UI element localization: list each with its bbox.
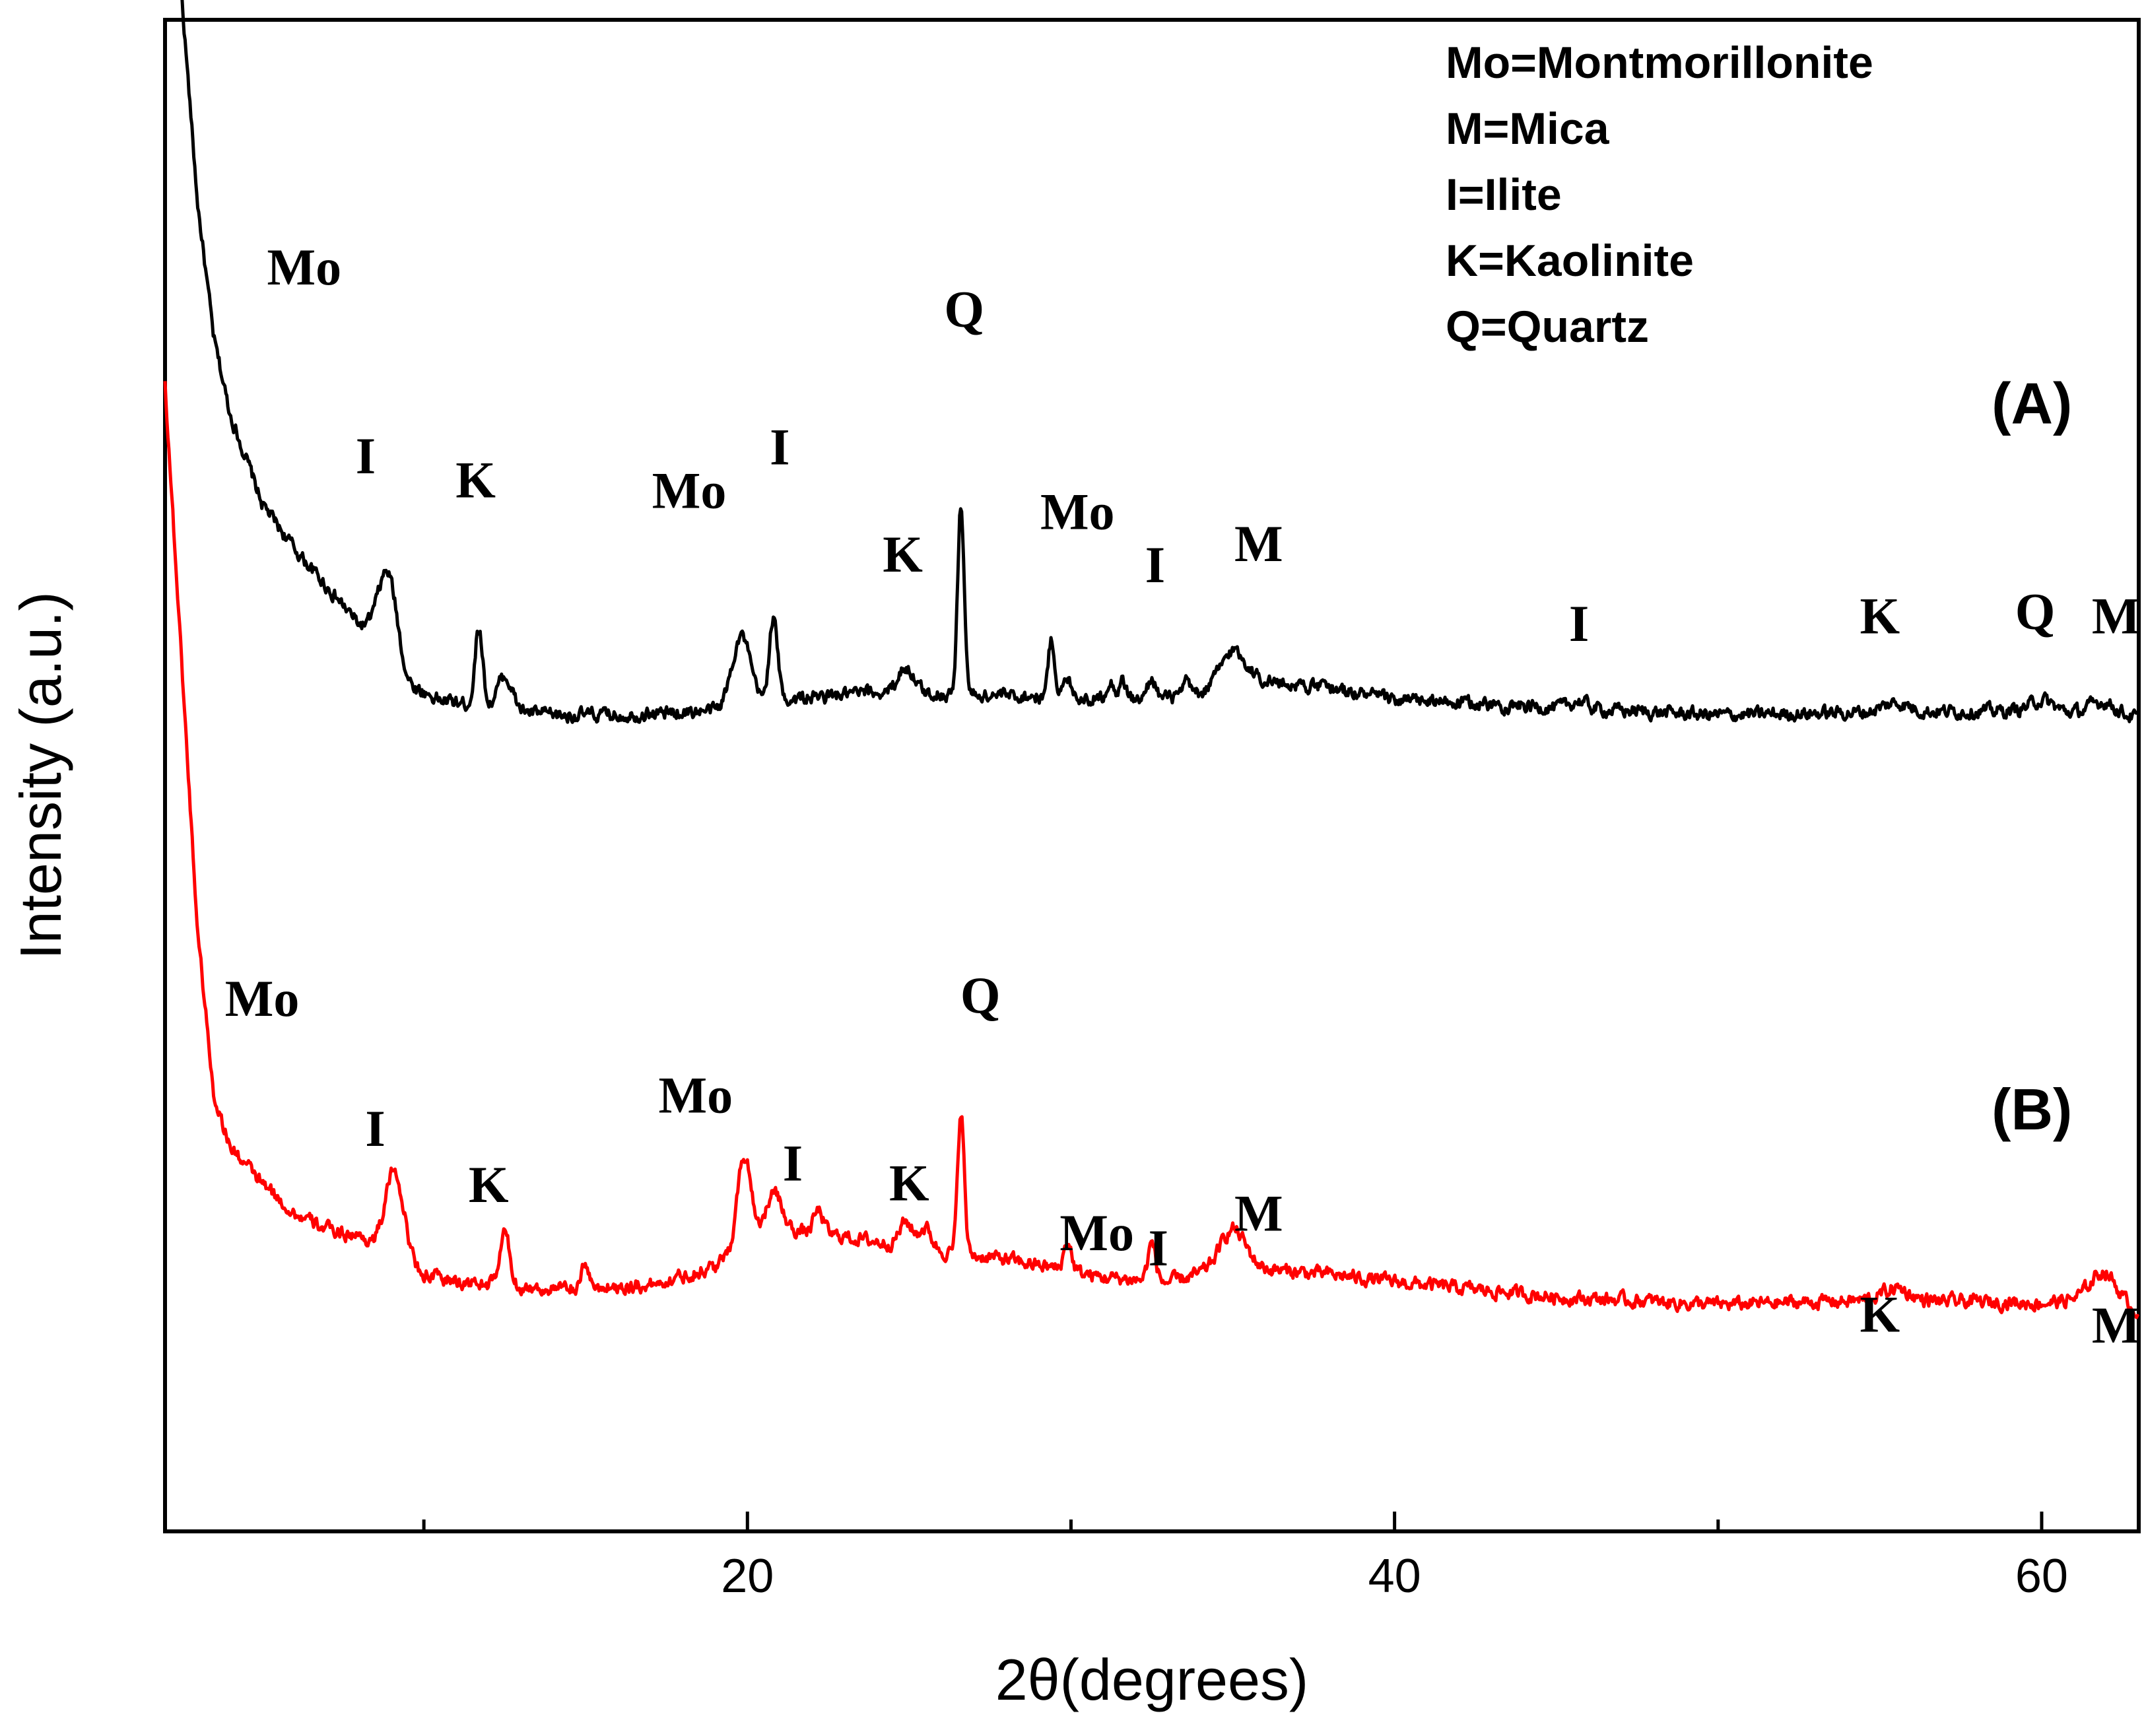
peak-label: K	[455, 451, 496, 509]
series-tags: (A) (B)	[1992, 370, 2072, 1141]
peak-label: M	[2092, 587, 2141, 645]
series-lines	[163, 0, 2140, 1319]
x-tick-label-40: 40	[1368, 1550, 1421, 1603]
peak-label: K	[469, 1156, 509, 1213]
x-tick-label-20: 20	[721, 1550, 774, 1603]
series-tag-a: (A)	[1992, 370, 2072, 436]
series-line-b	[163, 381, 2140, 1319]
peak-label: K	[1860, 1286, 1900, 1343]
plot-frame	[163, 18, 2141, 1533]
y-axis-label: Intensity (a.u.)	[8, 591, 73, 960]
peak-label: I	[783, 1135, 803, 1192]
peak-label: K	[883, 525, 923, 583]
peak-label: Q	[2015, 583, 2056, 640]
peak-label: I	[1145, 536, 1165, 593]
peak-label: I	[365, 1100, 385, 1157]
x-axis-ticks: 20 40 60	[422, 1512, 2068, 1603]
peak-label: Mo	[659, 1067, 733, 1124]
legend-entry: K=Kaolinite	[1446, 236, 1694, 286]
series-tag-b: (B)	[1992, 1077, 2072, 1142]
legend-entry: I=Ilite	[1446, 170, 1562, 220]
peak-label: Q	[944, 281, 984, 338]
peak-label: Q	[960, 967, 1001, 1024]
peak-label: I	[1149, 1219, 1168, 1277]
peak-label: I	[1569, 595, 1589, 652]
peak-label: M	[1234, 515, 1283, 572]
legend-entry: Mo=Montmorillonite	[1446, 38, 1873, 88]
legend-entry: Q=Quartz	[1446, 302, 1649, 352]
peak-label: I	[356, 427, 376, 484]
series-line-a	[180, 0, 2139, 724]
x-tick-label-60: 60	[2015, 1550, 2068, 1603]
peak-label: K	[1860, 587, 1900, 645]
peak-label: Mo	[652, 462, 727, 519]
peak-label: Mo	[1059, 1204, 1134, 1261]
peak-label: M	[2092, 1296, 2141, 1354]
legend-entry: M=Mica	[1446, 104, 1610, 154]
peak-label: Mo	[1040, 483, 1115, 541]
x-axis-label: 2θ(degrees)	[995, 1647, 1309, 1712]
peak-label: M	[1234, 1184, 1283, 1242]
peak-label: Mo	[225, 970, 300, 1027]
peak-label: Mo	[267, 238, 341, 296]
peak-label: K	[889, 1154, 929, 1211]
peak-label: I	[770, 418, 789, 475]
legend: Mo=Montmorillonite M=Mica I=Ilite K=Kaolini…	[1446, 38, 1873, 352]
